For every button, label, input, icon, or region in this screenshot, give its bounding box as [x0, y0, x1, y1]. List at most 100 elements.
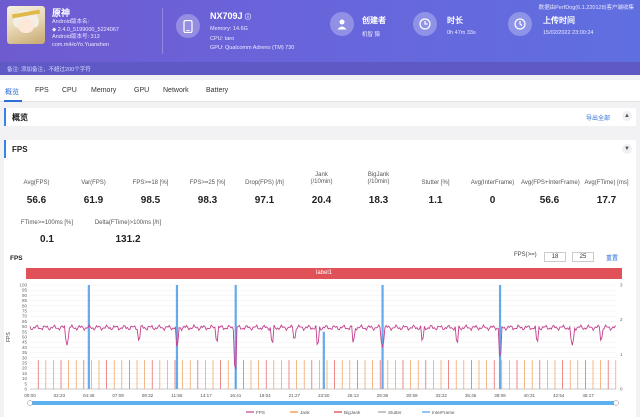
info-icon[interactable]: ⓘ: [245, 15, 252, 21]
spike-bar: [498, 285, 502, 389]
fps-chart[interactable]: 0510152025303540455055606570758085909510…: [4, 279, 636, 417]
y-tick-label: 80: [22, 303, 28, 308]
x-tick-label: 16:41: [230, 393, 242, 398]
y2-tick-label: 2: [620, 317, 623, 322]
tab-bar: 概览 FPS CPU Memory GPU Network Battery: [0, 80, 640, 102]
tab-memory[interactable]: Memory: [91, 87, 117, 94]
fps-threshold-input-1[interactable]: 18: [544, 252, 566, 262]
y-tick-label: 45: [22, 340, 28, 345]
perfdog-version: 数据由PerfDog(6.1.220128)客户端收集: [538, 5, 634, 11]
metric-value: 98.3: [197, 195, 218, 206]
collapse-icon[interactable]: ▲: [622, 111, 632, 121]
x-tick-label: 00:00: [24, 393, 36, 398]
report-header: 数据由PerfDog(6.1.220128)客户端收集 原神 Android版本…: [0, 0, 640, 62]
x-tick-label: 11:55: [171, 393, 183, 398]
y-tick-label: 90: [22, 293, 28, 298]
fps-panel: FPS ▼ Avg(FPS) 56.6 Var(FPS) 61.9 FPS>=18 [%…: [4, 140, 636, 417]
y-tick-label: 50: [22, 335, 28, 340]
metric-label: Stutter [%]: [421, 180, 450, 186]
reset-link[interactable]: 重置: [606, 256, 619, 262]
metric-value: 98.5: [140, 195, 161, 206]
tab-overview[interactable]: 概览: [5, 89, 19, 96]
y-tick-label: 55: [22, 329, 28, 334]
y-tick-label: 30: [22, 355, 28, 360]
app-avatar: [7, 6, 45, 44]
metric-value: 20.4: [311, 195, 332, 206]
chevron-down-icon[interactable]: ▼: [622, 144, 632, 154]
y-tick-label: 100: [19, 283, 27, 288]
app-name: 原神: [52, 8, 71, 18]
x-tick-label: 28:36: [377, 393, 389, 398]
app-info: Android版本名: ◆ 2.4.0_5199000_5224067 Andr…: [52, 19, 119, 49]
duration-title: 时长: [447, 16, 463, 25]
legend-label: BigJank: [344, 410, 361, 415]
creator-title: 创建者: [362, 16, 386, 25]
fps-threshold-input-2[interactable]: 25: [572, 252, 594, 262]
y-tick-label: 95: [22, 288, 28, 293]
remark-field[interactable]: 备注: 添加备注，不超过200个字符: [0, 62, 640, 75]
overview-title: 概览: [12, 113, 28, 122]
y-tick-label: 85: [22, 298, 28, 303]
device-memory: Memory: 14.6G: [210, 26, 248, 32]
upload-time-icon: [508, 12, 532, 36]
legend-label: FPS: [256, 410, 265, 415]
creator-value: 机智 猿: [362, 32, 381, 38]
device-cpu: CPU: taro: [210, 35, 235, 42]
x-tick-label: 33:22: [435, 393, 447, 398]
legend-label: Stutter: [388, 410, 402, 415]
device-gpu: GPU: Qualcomm Adreno (TM) 730: [210, 45, 295, 51]
spike-bar: [322, 331, 325, 389]
y-tick-label: 40: [22, 345, 28, 350]
y-tick-label: 20: [22, 366, 28, 371]
y-tick-label: 10: [22, 376, 28, 381]
x-tick-label: 30:59: [406, 393, 418, 398]
metric-label: Jank (/10min): [310, 172, 333, 185]
clock-icon: [413, 12, 437, 36]
scroll-handle-left: [27, 400, 33, 406]
tab-gpu[interactable]: GPU: [134, 87, 150, 94]
tab-cpu[interactable]: CPU: [62, 87, 77, 94]
y-tick-label: 0: [24, 387, 27, 392]
overview-section: 概览 导出全部 ▲: [4, 108, 636, 126]
x-tick-label: 23:50: [318, 393, 330, 398]
fps-line: [29, 323, 616, 370]
spike-bar: [87, 285, 90, 389]
metric-label: FPS>=25 [%]: [189, 180, 226, 186]
x-tick-label: 35:45: [465, 393, 477, 398]
fps-threshold-label: FPS(>=): [514, 252, 537, 258]
x-tick-label: 02:23: [54, 393, 66, 398]
metric-value: 17.7: [596, 195, 617, 206]
tab-battery[interactable]: Battery: [206, 87, 229, 94]
metric-value: 56.6: [539, 195, 560, 206]
user-icon: [330, 12, 354, 36]
metric-label: FPS>=18 [%]: [132, 180, 169, 186]
timeline-scrollbar: [30, 401, 616, 405]
y-tick-label: 35: [22, 350, 28, 355]
phone-icon: [176, 14, 200, 38]
android-version: ◆ 2.4.0_5199000_5224067: [52, 26, 119, 33]
export-all-link[interactable]: 导出全部: [585, 116, 610, 122]
device-info: Memory: 14.6G CPU: taro GPU: Qualcomm Ad…: [210, 25, 294, 54]
metric-label: Avg(FPS+InterFrame): [521, 180, 580, 186]
metric-value: 97.1: [254, 195, 275, 206]
label-bar[interactable]: label1: [26, 268, 622, 279]
tab-network[interactable]: Network: [163, 87, 189, 94]
upload-title: 上传时间: [543, 16, 575, 25]
fps-section-header: FPS ▼: [4, 140, 636, 158]
active-tab-indicator: [4, 100, 22, 102]
metric-value: 1.1: [428, 195, 443, 206]
x-tick-label: 42:54: [553, 393, 565, 398]
tab-fps[interactable]: FPS: [35, 87, 49, 94]
y-tick-label: 25: [22, 361, 28, 366]
metric-label: Avg(InterFrame): [470, 180, 515, 186]
android-icon: ◆: [52, 26, 58, 33]
metric-label: Var(FPS): [81, 180, 106, 186]
x-tick-label: 14:17: [200, 393, 212, 398]
duration-value: 0h 47m 33s: [447, 30, 476, 36]
y-tick-label: 75: [22, 309, 28, 314]
metric-label: BigJank (/10min): [367, 172, 390, 185]
x-tick-label: 45:17: [582, 393, 594, 398]
android-version-code: Android版本号: 313: [52, 34, 100, 40]
y-tick-label: 5: [24, 381, 27, 386]
spike-bar: [234, 285, 237, 389]
